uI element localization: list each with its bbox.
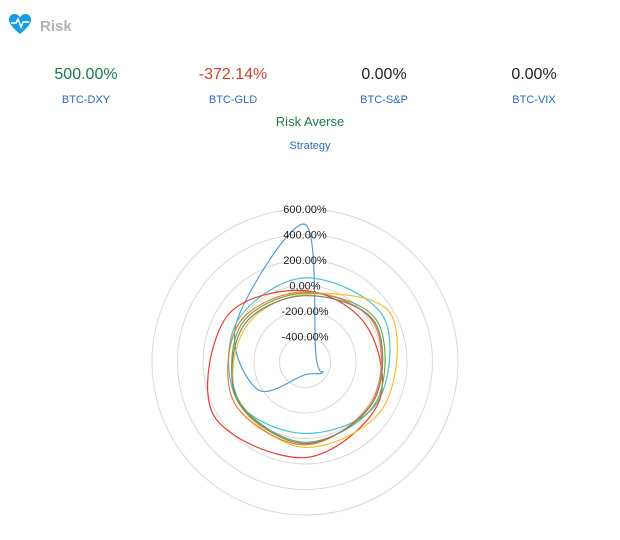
radial-tick-label: -400.00% (281, 332, 328, 344)
radar-series-line (227, 277, 391, 435)
grid-ring (253, 310, 357, 414)
radial-tick-label: 400.00% (283, 230, 327, 242)
radar-series-line (231, 292, 386, 443)
metric-value: 500.00% (54, 66, 118, 83)
metric-label: BTC-S&P (360, 94, 408, 106)
strategy-subtitle: Strategy (289, 140, 331, 152)
radar-series-line (234, 223, 324, 392)
radial-tick-label: 0.00% (289, 281, 320, 293)
radar-series-line (207, 289, 383, 459)
strategy-title: Risk Averse (275, 114, 345, 129)
metric-label: BTC-VIX (512, 94, 556, 106)
radial-tick-label: 600.00% (283, 204, 327, 216)
metric-value: -372.14% (198, 66, 268, 83)
metric-label: BTC-GLD (208, 94, 258, 106)
grid-ring (202, 259, 408, 465)
grid-ring (177, 234, 433, 490)
page-title: Risk (40, 18, 72, 35)
heart-pulse-icon (9, 13, 31, 34)
radar-series-line (232, 292, 398, 449)
metric-btc-vix: 0.00% BTC-VIX (469, 64, 599, 106)
grid-ring (279, 336, 331, 388)
metric-value: 0.00% (511, 66, 557, 83)
page-header: Risk (8, 12, 72, 35)
grid-ring (151, 208, 459, 516)
metric-label: BTC-DXY (61, 94, 111, 106)
radar-series-line (231, 295, 384, 445)
metric-value: 0.00% (361, 66, 407, 83)
metric-btc-sp: 0.00% BTC-S&P (319, 64, 449, 106)
radar-series-line (227, 291, 383, 446)
radial-tick-label: 200.00% (283, 255, 327, 267)
metric-btc-dxy: 500.00% BTC-DXY (21, 64, 151, 106)
radial-tick-label: -200.00% (281, 306, 328, 318)
metric-btc-gld: -372.14% BTC-GLD (168, 64, 298, 106)
